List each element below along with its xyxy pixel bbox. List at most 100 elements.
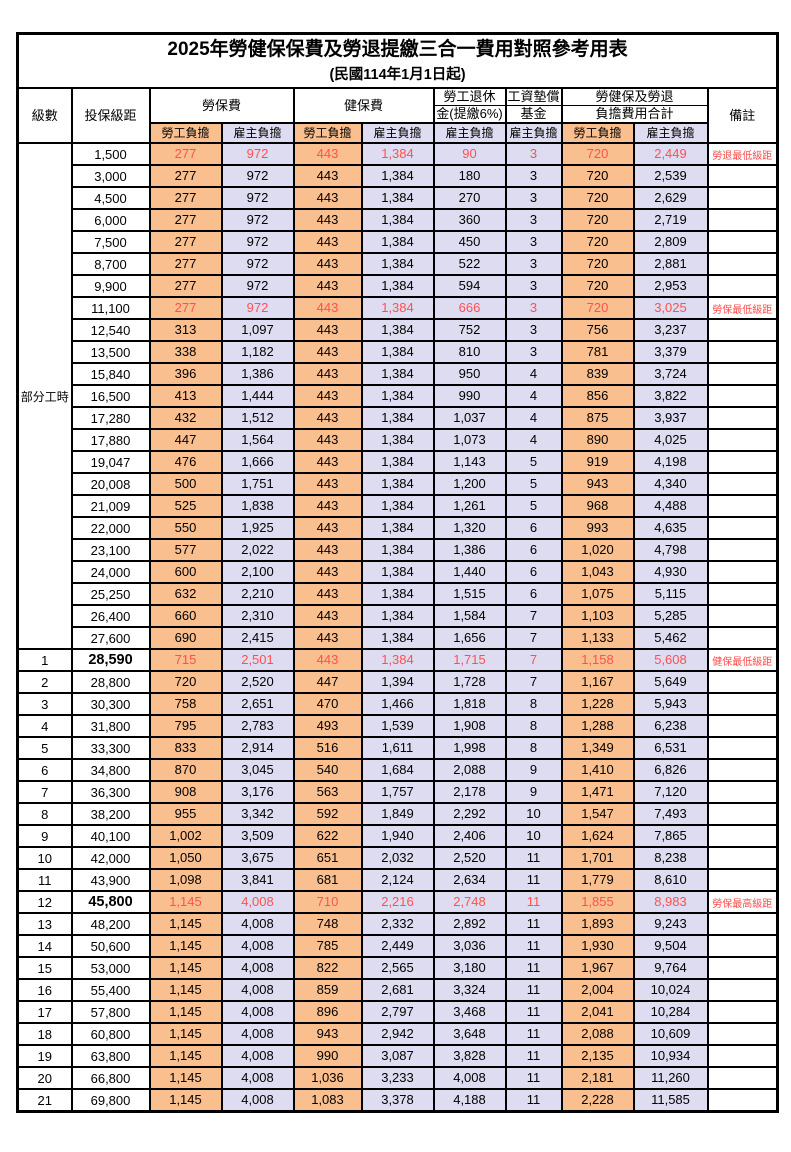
cell-value: 1,143 — [432, 450, 507, 474]
cell-note — [706, 494, 779, 518]
cell-value: 2,520 — [220, 670, 295, 694]
cell-value: 972 — [220, 142, 295, 166]
cell-value: 9 — [504, 758, 563, 782]
cell-value: 4,188 — [432, 1088, 507, 1113]
cell-value: 5,115 — [632, 582, 709, 606]
cell-level: 5 — [16, 736, 73, 760]
cell-value: 277 — [148, 252, 223, 276]
cell-value: 9,243 — [632, 912, 709, 936]
cell-value: 720 — [560, 142, 635, 166]
cell-value: 3,324 — [432, 978, 507, 1002]
cell-value: 10 — [504, 824, 563, 848]
cell-value: 3,468 — [432, 1000, 507, 1024]
cell-bracket: 17,280 — [70, 406, 151, 430]
cell-value: 3,025 — [632, 296, 709, 320]
cell-value: 7,865 — [632, 824, 709, 848]
cell-value: 660 — [148, 604, 223, 628]
cell-value: 1,584 — [432, 604, 507, 628]
cell-value: 4 — [504, 406, 563, 430]
cell-value: 277 — [148, 164, 223, 188]
cell-note — [706, 318, 779, 342]
cell-value: 2,406 — [432, 824, 507, 848]
cell-value: 1,145 — [148, 1066, 223, 1090]
cell-note: 勞保最低級距 — [706, 296, 779, 320]
cell-value: 443 — [292, 186, 363, 210]
cell-value: 1,384 — [360, 296, 435, 320]
cell-value: 3 — [504, 164, 563, 188]
cell-value: 9 — [504, 780, 563, 804]
cell-value: 1,133 — [560, 626, 635, 650]
cell-value: 1,666 — [220, 450, 295, 474]
cell-note — [706, 582, 779, 606]
cell-note: 健保最低級距 — [706, 648, 779, 672]
cell-bracket: 25,250 — [70, 582, 151, 606]
cell-value: 720 — [560, 208, 635, 232]
cell-value: 1,228 — [560, 692, 635, 716]
cell-value: 1,547 — [560, 802, 635, 826]
cell-value: 5,608 — [632, 648, 709, 672]
cell-note — [706, 780, 779, 804]
col-header-level: 級數 — [16, 87, 73, 144]
subheader-health-employee: 勞工負擔 — [292, 122, 363, 144]
cell-value: 622 — [292, 824, 363, 848]
cell-value: 1,043 — [560, 560, 635, 584]
cell-value: 4,008 — [220, 956, 295, 980]
cell-note — [706, 274, 779, 298]
cell-value: 4,008 — [220, 1022, 295, 1046]
table-row: 2 28,800 720 2,520 447 1,394 1,728 7 1,167 5,649 — [16, 670, 779, 694]
cell-value: 3,237 — [632, 318, 709, 342]
cell-bracket: 20,008 — [70, 472, 151, 496]
title-row: 2025年勞健保保費及勞退提繳三合一費用對照參考用表 (民國114年1月1日起) — [16, 32, 779, 89]
cell-value: 1,384 — [360, 516, 435, 540]
cell-value: 11,260 — [632, 1066, 709, 1090]
cell-value: 3,180 — [432, 956, 507, 980]
cell-note — [706, 736, 779, 760]
table-row: 25,250 632 2,210 443 1,384 1,515 6 1,075 5,115 — [18, 582, 779, 606]
cell-note — [706, 934, 779, 958]
cell-value: 2,181 — [560, 1066, 635, 1090]
cell-level: 15 — [16, 956, 73, 980]
table-row: 10 42,000 1,050 3,675 651 2,032 2,520 11 1,701 8,… — [16, 846, 779, 870]
cell-value: 2,100 — [220, 560, 295, 584]
cell-value: 1,384 — [360, 208, 435, 232]
cell-value: 277 — [148, 296, 223, 320]
cell-value: 1,701 — [560, 846, 635, 870]
cell-value: 2,216 — [360, 890, 435, 914]
cell-note — [706, 670, 779, 694]
cell-value: 1,893 — [560, 912, 635, 936]
cell-note — [706, 868, 779, 892]
table-row: 7 36,300 908 3,176 563 1,757 2,178 9 1,471 7,120 — [16, 780, 779, 804]
cell-value: 1,261 — [432, 494, 507, 518]
cell-value: 1,386 — [220, 362, 295, 386]
cell-value: 592 — [292, 802, 363, 826]
cell-value: 443 — [292, 428, 363, 452]
cell-level: 19 — [16, 1044, 73, 1068]
cell-value: 2,332 — [360, 912, 435, 936]
cell-value: 2,228 — [560, 1088, 635, 1113]
table-row: 7,500 277 972 443 1,384 450 3 720 2,809 — [18, 230, 779, 254]
cell-value: 360 — [432, 208, 507, 232]
cell-value: 2,449 — [632, 142, 709, 166]
cell-value: 1,384 — [360, 538, 435, 562]
cell-value: 2,449 — [360, 934, 435, 958]
cell-level: 16 — [16, 978, 73, 1002]
cell-bracket: 60,800 — [70, 1022, 151, 1046]
cell-value: 6 — [504, 538, 563, 562]
cell-bracket: 43,900 — [70, 868, 151, 892]
cell-value: 443 — [292, 406, 363, 430]
cell-value: 443 — [292, 604, 363, 628]
cell-value: 1,145 — [148, 956, 223, 980]
cell-value: 277 — [148, 230, 223, 254]
cell-bracket: 15,840 — [70, 362, 151, 386]
cell-bracket: 36,300 — [70, 780, 151, 804]
cell-value: 1,855 — [560, 890, 635, 914]
cell-value: 822 — [292, 956, 363, 980]
table-row: 11,100 277 972 443 1,384 666 3 720 3,025 勞保最低級距 — [18, 296, 779, 320]
cell-value: 1,715 — [432, 648, 507, 672]
cell-value: 11 — [504, 1066, 563, 1090]
cell-value: 443 — [292, 450, 363, 474]
cell-value: 277 — [148, 186, 223, 210]
cell-value: 2,124 — [360, 868, 435, 892]
cell-note — [706, 824, 779, 848]
cell-value: 943 — [292, 1022, 363, 1046]
